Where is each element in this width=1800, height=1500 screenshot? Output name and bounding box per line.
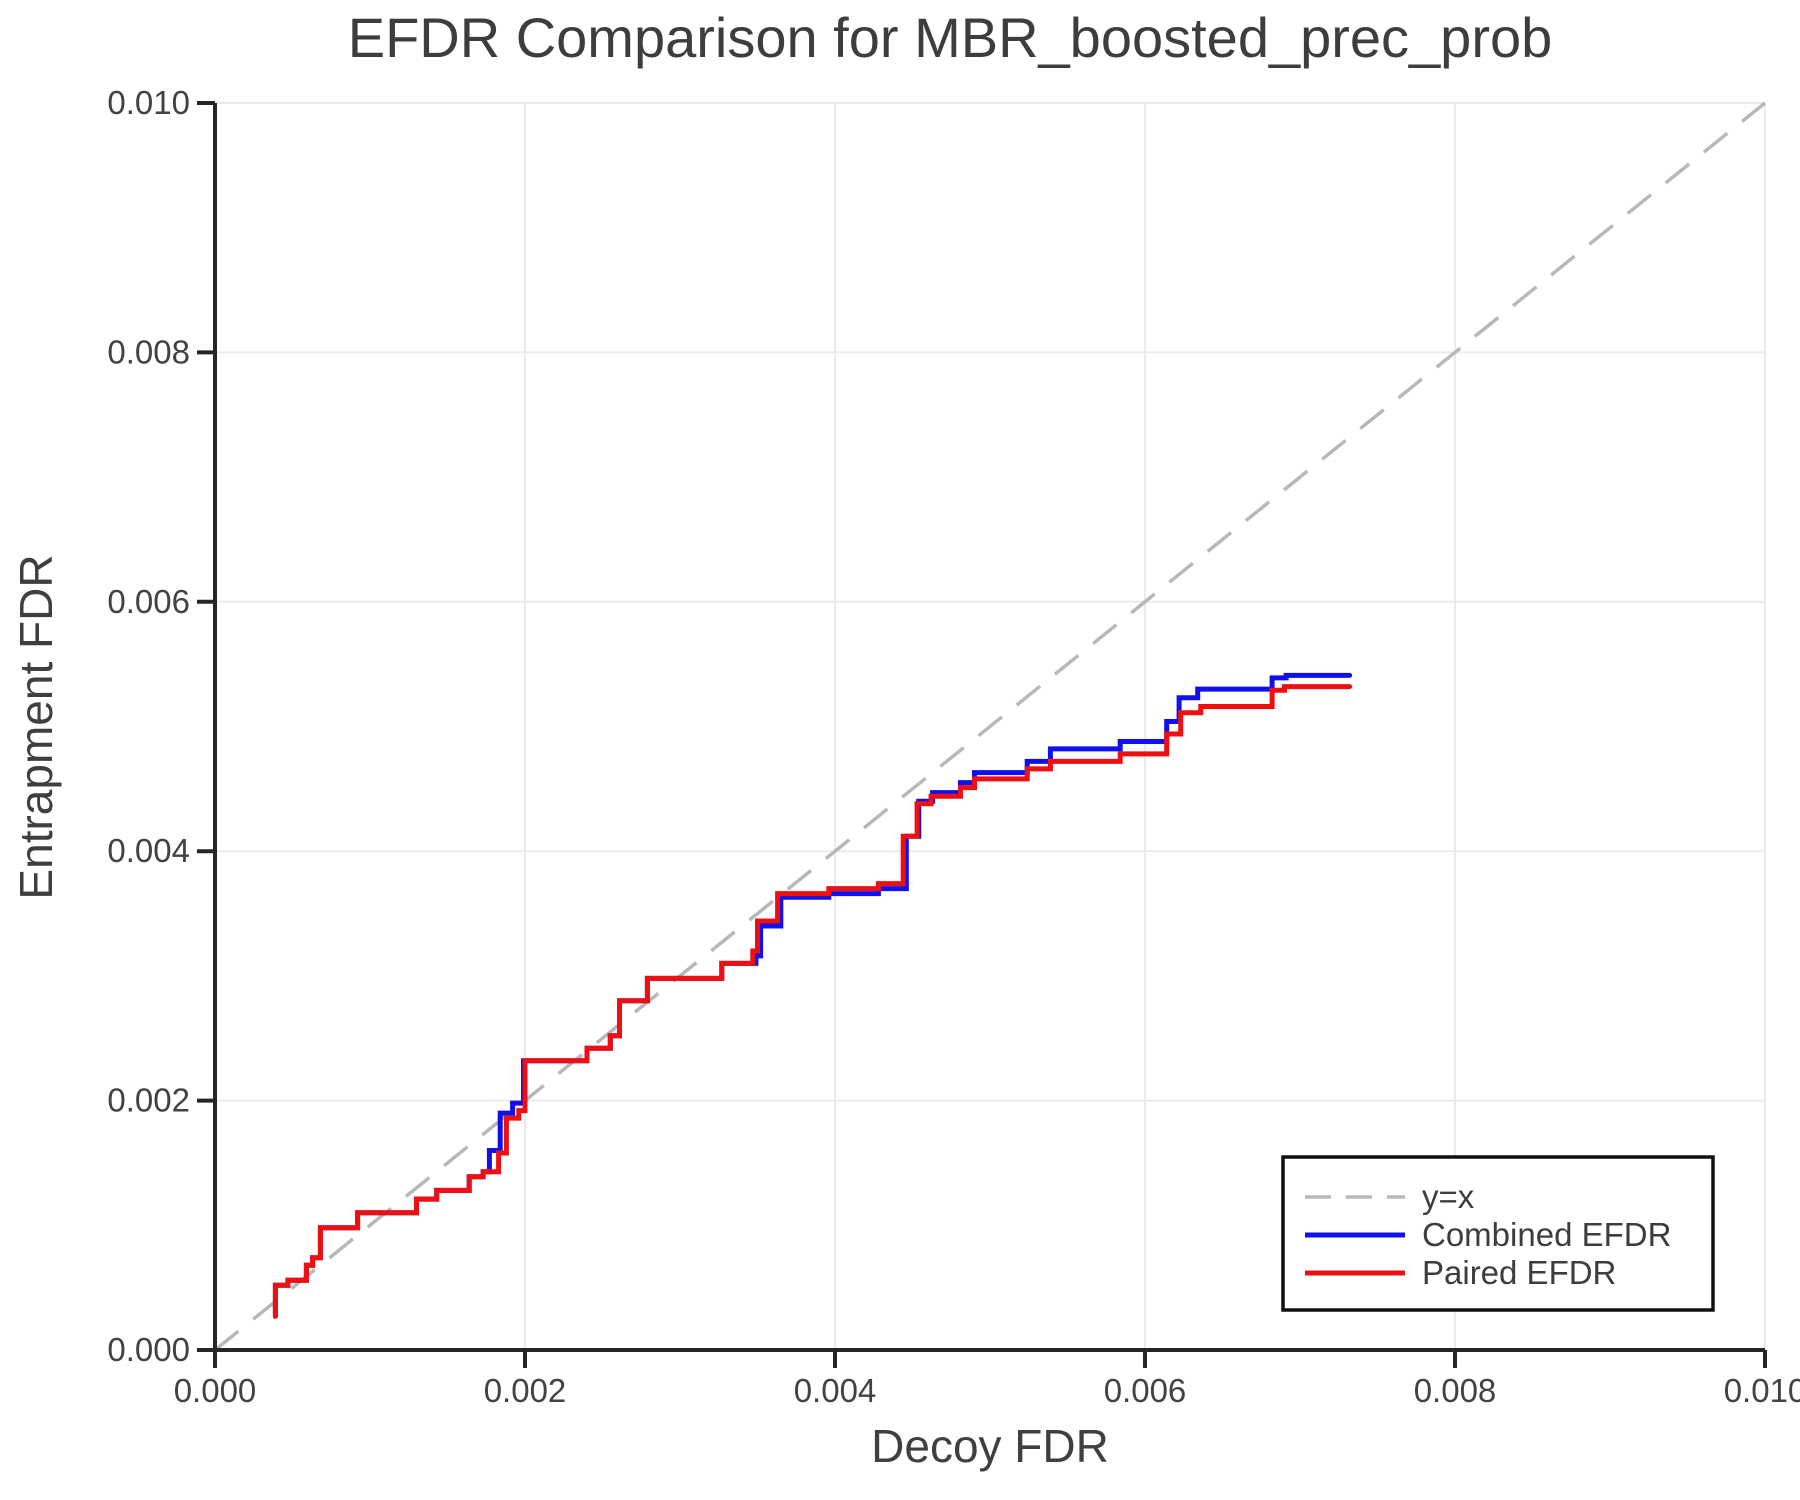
y-tick-label: 0.004 [107, 832, 190, 869]
y-tick-label: 0.006 [107, 583, 190, 620]
series-combined-efdr [272, 672, 1353, 1319]
series-y-x [213, 101, 1767, 1352]
axes-spines [213, 103, 1765, 1352]
x-tick-label: 0.004 [794, 1372, 877, 1409]
gridlines [215, 102, 1766, 1350]
x-tick-label: 0.008 [1414, 1372, 1497, 1409]
series-paired-efdr [272, 684, 1353, 1319]
legend-label-paired-efdr: Paired EFDR [1422, 1254, 1616, 1291]
x-tick-label: 0.006 [1104, 1372, 1187, 1409]
y-tick-label: 0.008 [107, 333, 190, 370]
x-tick-label: 0.002 [484, 1372, 567, 1409]
chart-title: EFDR Comparison for MBR_boosted_prec_pro… [348, 6, 1553, 69]
x-tick-label: 0.000 [174, 1372, 257, 1409]
y-tick-label: 0.002 [107, 1082, 190, 1119]
legend-label-y-x: y=x [1422, 1178, 1475, 1215]
plot-area: 0.000 0.002 0.004 0.006 0.008 0.010 0.000 0.002… [107, 84, 1800, 1409]
y-tick-label: 0.010 [107, 84, 190, 121]
y-axis-label: Entrapment FDR [10, 554, 62, 899]
legend-label-combined-efdr: Combined EFDR [1422, 1216, 1671, 1253]
tick-marks: 0.000 0.002 0.004 0.006 0.008 0.010 0.000 0.002… [107, 84, 1800, 1409]
y-tick-label: 0.000 [107, 1331, 190, 1368]
x-tick-label: 0.010 [1724, 1372, 1800, 1409]
x-axis-label: Decoy FDR [871, 1420, 1109, 1472]
